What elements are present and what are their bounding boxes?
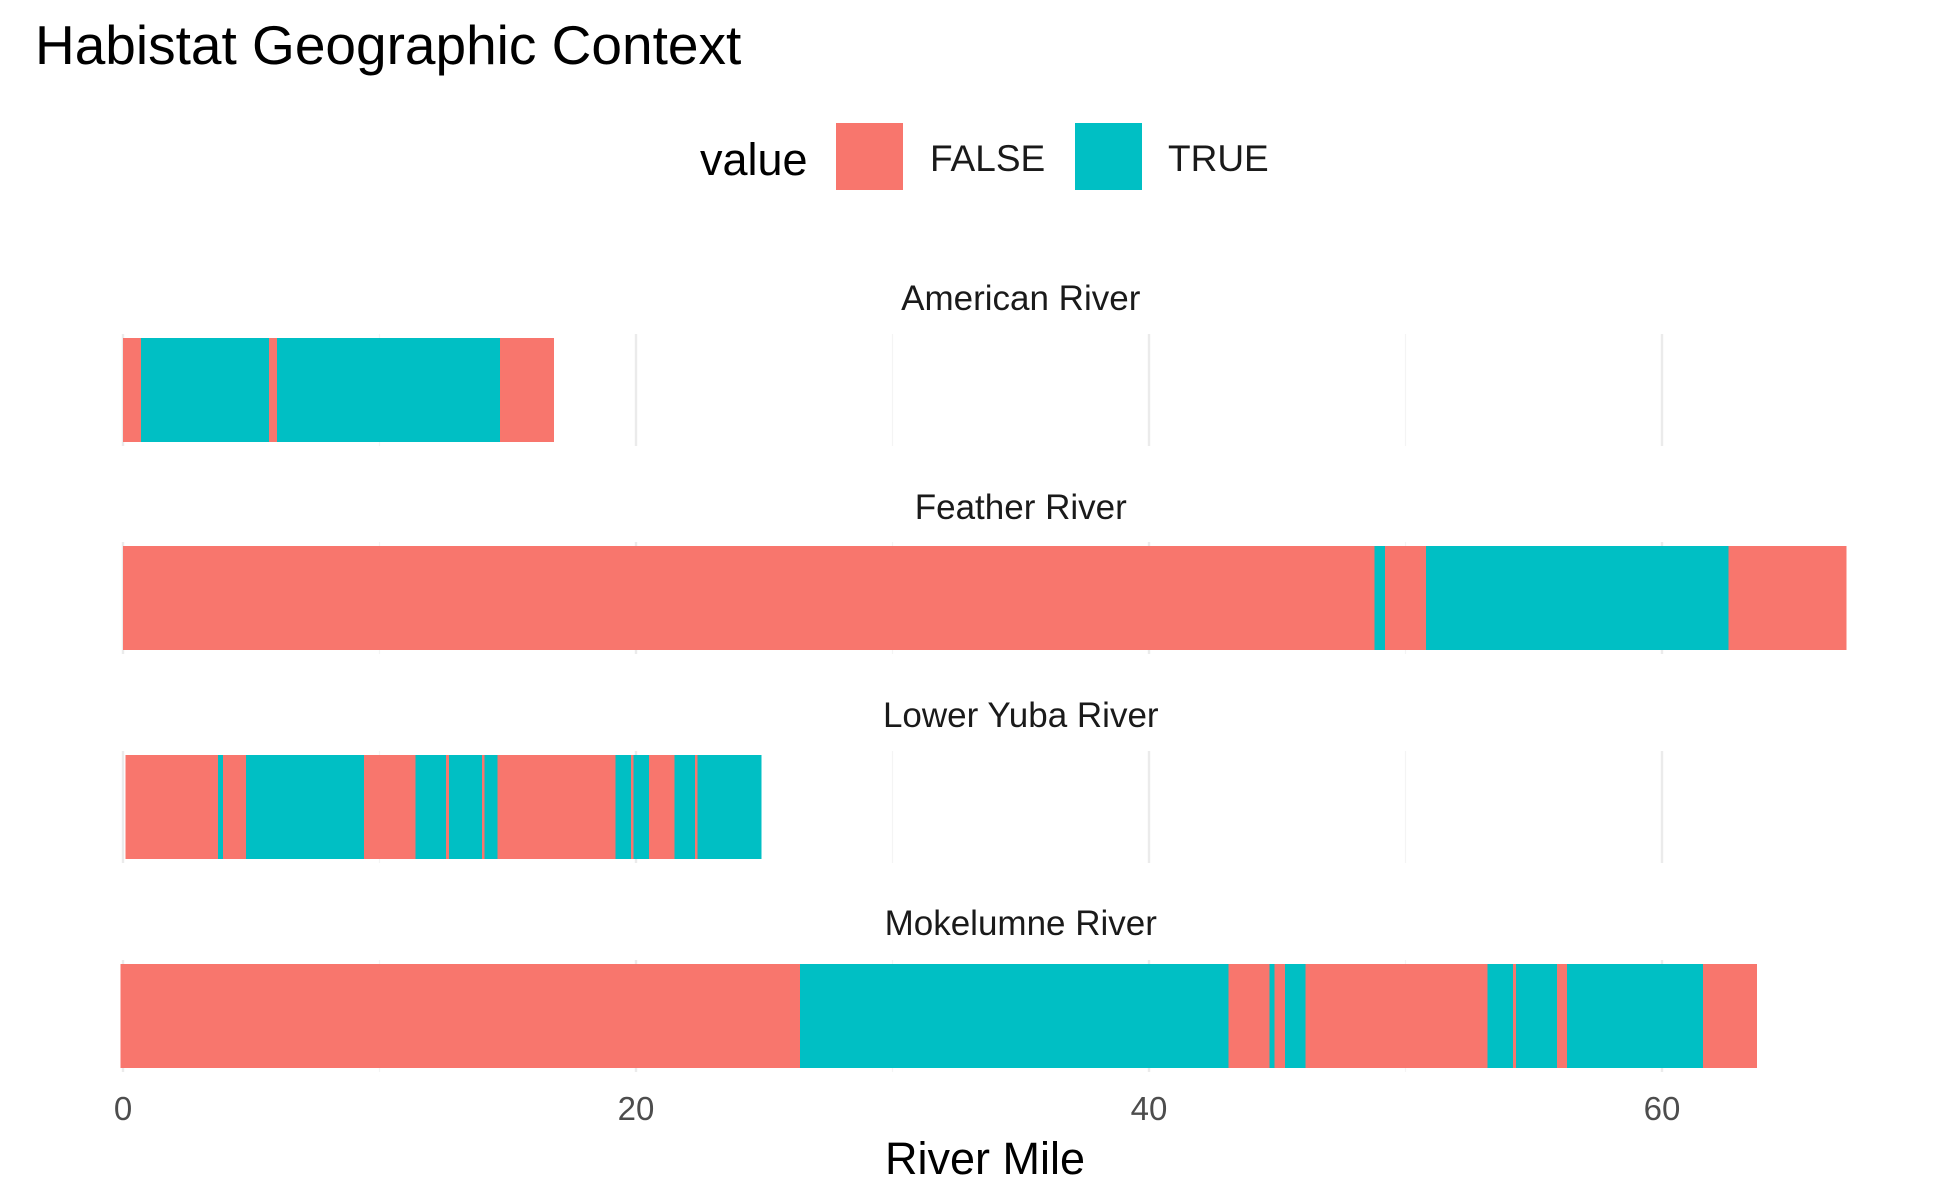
bar-segment-false [694, 755, 698, 859]
bar-segment-false [125, 755, 218, 859]
legend-key-false [836, 123, 903, 190]
legend-title: value [700, 134, 808, 185]
bar-segment-true [1515, 964, 1557, 1068]
legend-label-false: FALSE [930, 138, 1045, 179]
bar-segment-true [246, 755, 365, 859]
facet-label: Lower Yuba River [883, 696, 1159, 735]
facet-panel-mokelumne-river: Mokelumne River [120, 904, 1757, 1072]
bar-segment-false [500, 338, 554, 442]
bar-segment-true [615, 755, 631, 859]
bar-segment-false [1703, 964, 1757, 1068]
bar-segment-false [1728, 546, 1847, 650]
bar-segment-true [484, 755, 498, 859]
legend-key-true [1075, 123, 1142, 190]
bar-segment-false [123, 338, 141, 442]
bar-segment-true [1374, 546, 1385, 650]
facet-label: Mokelumne River [885, 904, 1158, 943]
bar-segment-true [140, 338, 270, 442]
x-tick-label: 60 [1644, 1090, 1681, 1127]
chart-title: Habistat Geographic Context [35, 14, 741, 76]
bar-segment-false [1228, 964, 1270, 1068]
facet-panel-american-river: American River [121, 279, 1664, 446]
x-tick-label: 0 [114, 1090, 132, 1127]
bar-segment-true [1269, 964, 1275, 1068]
bar-segment-false [120, 964, 801, 1068]
bar-segment-false [364, 755, 416, 859]
facet-label: Feather River [915, 488, 1127, 527]
bar-segment-false [630, 755, 634, 859]
bar-segment-false [223, 755, 247, 859]
bar-segment-true [800, 964, 1229, 1068]
bar-segment-false [648, 755, 675, 859]
bar-segment-false [1305, 964, 1488, 1068]
x-axis: 0 20 40 60 [114, 1090, 1681, 1127]
bar-segment-false [123, 546, 1375, 650]
bar-segment-false [482, 755, 485, 859]
bar-segment-true [1487, 964, 1514, 1068]
bar-segment-true [276, 338, 501, 442]
bar-segment-true [217, 755, 224, 859]
bar-segment-false [497, 755, 616, 859]
bar-segment-false [1513, 964, 1516, 1068]
bar-segment-true [448, 755, 483, 859]
x-tick-label: 20 [618, 1090, 655, 1127]
bar-segment-true [1567, 964, 1704, 1068]
x-axis-title: River Mile [885, 1133, 1085, 1184]
bar-segment-false [1556, 964, 1568, 1068]
bar-segment-false [446, 755, 449, 859]
legend-label-true: TRUE [1168, 138, 1269, 179]
facet-panels: American River Feather River Lower Yuba Ri… [120, 279, 1847, 1072]
bar-segment-true [674, 755, 695, 859]
facet-label: American River [901, 279, 1141, 318]
x-tick-label: 40 [1131, 1090, 1168, 1127]
bar-segment-true [633, 755, 649, 859]
bar-segment-true [1426, 546, 1729, 650]
legend: value FALSE TRUE [700, 123, 1269, 190]
bar-segment-true [415, 755, 447, 859]
bar-segment-false [1384, 546, 1427, 650]
facet-panel-feather-river: Feather River [121, 488, 1847, 654]
bar-segment-true [697, 755, 762, 859]
facet-panel-lower-yuba-river: Lower Yuba River [121, 696, 1664, 863]
bar-segment-true [1284, 964, 1306, 1068]
bar-segment-false [269, 338, 277, 442]
bar-segment-false [1274, 964, 1285, 1068]
